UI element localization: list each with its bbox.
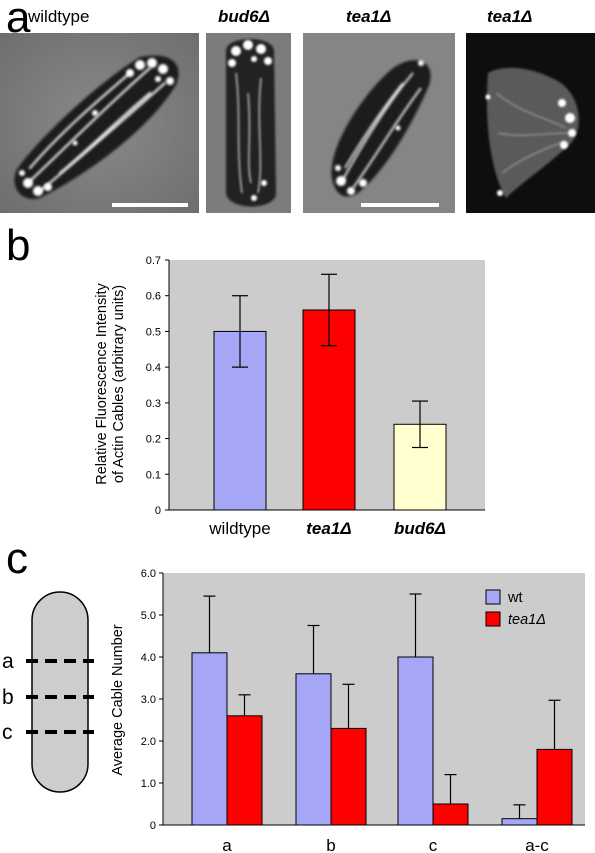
cable-y-tick-label: 3.0 (141, 694, 156, 706)
bar-wt-c (397, 656, 434, 826)
bar-tea1-a (226, 715, 263, 826)
x-label-bud6: bud6Δ (394, 519, 446, 538)
x-label-c: c (429, 836, 438, 853)
fluorescence-y-tick-label: 0.5 (146, 326, 161, 338)
cable-number-chart: Average Cable Number 0 1.0 2.0 3.0 4.0 5.0 6.0… (110, 568, 585, 853)
x-label-b: b (326, 836, 335, 853)
fluorescence-y-tick-label: 0.2 (146, 434, 161, 446)
bar-tea1-c (432, 803, 469, 826)
cable-number-ylabel: Average Cable Number (110, 624, 126, 775)
micrograph-label-tea1-second: tea1Δ (487, 7, 533, 26)
fluorescence-intensity-chart: Relative Fluorescence Intensity of Actin… (94, 255, 485, 538)
cable-y-tick-label: 4.0 (141, 652, 156, 664)
legend-label-wt: wt (507, 590, 523, 606)
cable-y-tick-label: 2.0 (141, 736, 156, 748)
micrograph-label-bud6: bud6Δ (218, 7, 271, 26)
legend-swatch-tea1 (485, 611, 501, 627)
cell-label-c: c (2, 721, 13, 744)
bar-wt-b (295, 673, 332, 826)
legend-swatch-wt (485, 589, 501, 605)
panel-label-a: a (6, 0, 31, 42)
cell-label-a: a (2, 650, 14, 673)
fluorescence-ylabel-line-1: Relative Fluorescence Intensity (94, 283, 110, 485)
micrograph-tea1-second (466, 33, 595, 213)
fluorescence-ylabel-line-2: of Actin Cables (arbitrary units) (111, 285, 127, 483)
fluorescence-ylabel: Relative Fluorescence Intensity of Actin… (94, 283, 127, 485)
bar-wt-a (191, 652, 228, 826)
fluorescence-y-tick-label: 0.7 (146, 255, 161, 267)
bar-tea1-b (330, 727, 367, 826)
fluorescence-y-tick-label: 0.4 (146, 362, 161, 374)
fluorescence-y-tick-label: 0.1 (146, 469, 161, 481)
panel-label-b: b (6, 221, 31, 270)
fluorescence-y-tick-label: 0.6 (146, 291, 161, 303)
x-label-a-c: a-c (525, 836, 549, 853)
fluorescence-y-tick-label: 0.3 (146, 398, 161, 410)
bar-wt-a-c (501, 818, 538, 826)
fluorescence-y-tick-label: 0 (155, 505, 161, 517)
cell-outline (31, 591, 89, 793)
cell-label-b: b (2, 686, 14, 709)
micrograph-tea1 (303, 33, 455, 213)
panel-label-c: c (6, 534, 28, 583)
cable-legend: wt tea1Δ (485, 589, 546, 628)
cable-y-tick-label: 5.0 (141, 610, 156, 622)
bar-tea1-a-c (536, 748, 573, 826)
x-label-a: a (222, 836, 232, 853)
legend-label-tea1: tea1Δ (508, 612, 546, 628)
cable-y-tick-label: 6.0 (141, 568, 156, 580)
cell-diagram: a b c (2, 591, 94, 793)
cable-y-tick-label: 1.0 (141, 778, 156, 790)
micrograph-wildtype (0, 33, 199, 213)
cable-y-tick-label: 0 (150, 820, 156, 832)
x-label-tea1: tea1Δ (306, 519, 351, 538)
x-label-wildtype: wildtype (208, 519, 270, 538)
micrograph-label-tea1: tea1Δ (346, 7, 392, 26)
micrograph-label-wildtype: wildtype (28, 7, 90, 26)
micrograph-bud6 (206, 33, 291, 213)
